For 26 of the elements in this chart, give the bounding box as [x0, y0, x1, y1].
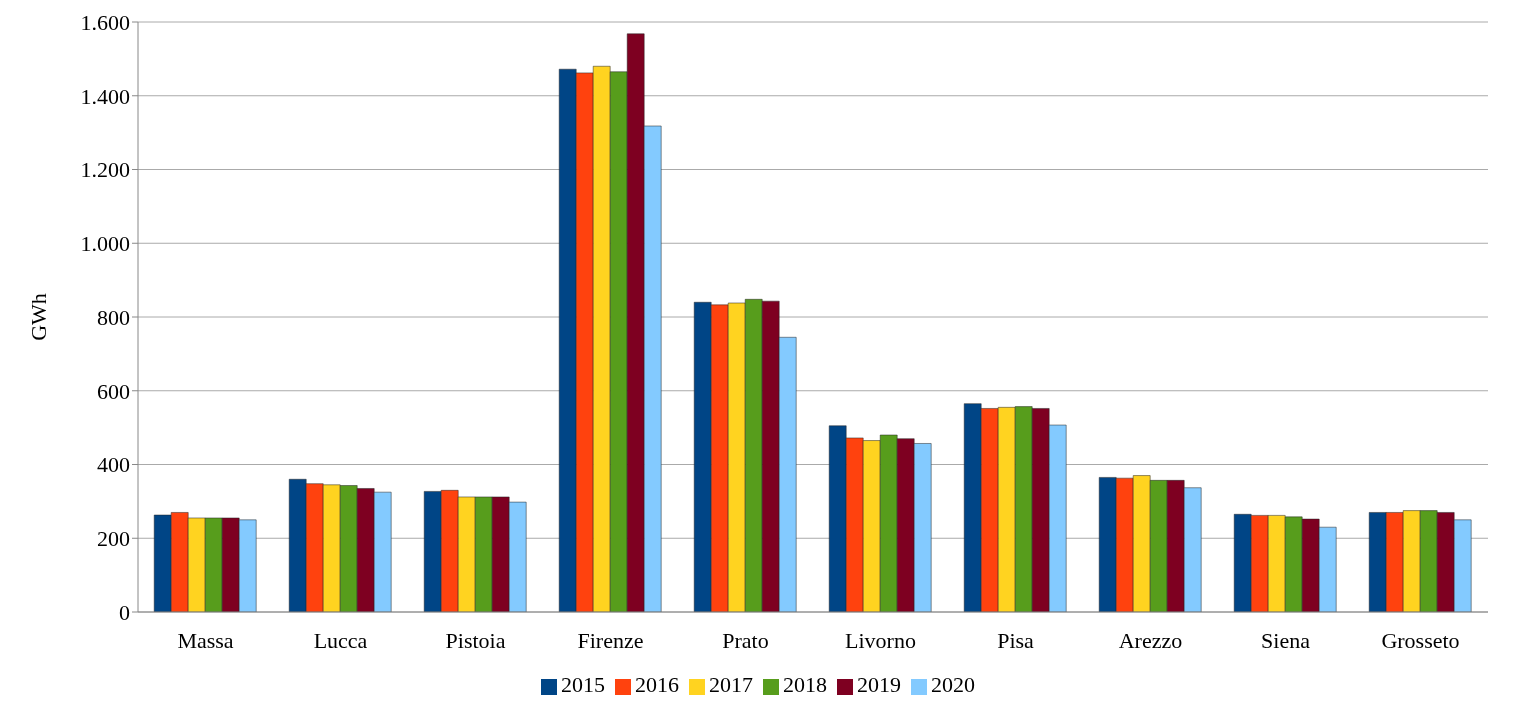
legend-label: 2015 — [561, 672, 605, 697]
x-tick-label: Massa — [177, 627, 234, 653]
x-tick-label: Arezzo — [1118, 627, 1183, 653]
x-tick-label: Siena — [1261, 627, 1311, 653]
x-tick-label: Livorno — [845, 627, 916, 653]
y-axis-title: GWh — [25, 293, 51, 341]
legend-label: 2017 — [709, 672, 753, 697]
legend-label: 2019 — [857, 672, 901, 697]
legend-label: 2018 — [783, 672, 827, 697]
y-tick-label: 800 — [97, 304, 130, 330]
y-tick-label: 600 — [97, 378, 130, 404]
y-tick-label: 1.400 — [80, 83, 130, 109]
y-tick-label: 0 — [119, 599, 130, 625]
y-tick-label: 1.000 — [80, 231, 130, 257]
x-tick-label: Prato — [722, 627, 769, 653]
legend-label: 2020 — [931, 672, 975, 697]
y-tick-label: 1.200 — [80, 157, 130, 183]
x-tick-label: Grosseto — [1381, 627, 1460, 653]
y-tick-label: 200 — [97, 526, 130, 552]
x-tick-label: Lucca — [313, 627, 368, 653]
y-tick-label: 400 — [97, 452, 130, 478]
x-tick-label: Pistoia — [445, 627, 506, 653]
legend-label: 2016 — [635, 672, 679, 697]
y-tick-label: 1.600 — [80, 9, 130, 35]
x-tick-label: Pisa — [997, 627, 1035, 653]
x-tick-label: Firenze — [577, 627, 644, 653]
